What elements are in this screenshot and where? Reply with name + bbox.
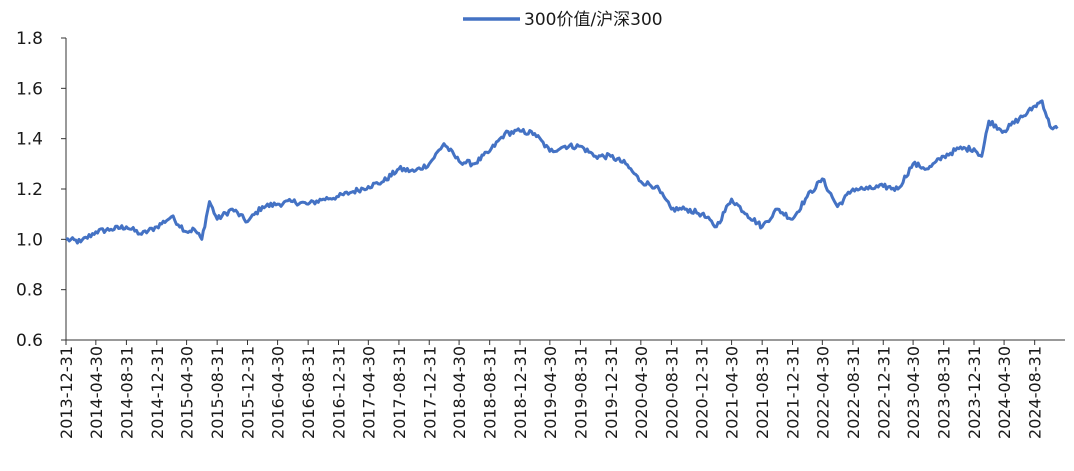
x-axis-ticks: 2013-12-31 2014-04-30 2014-08-31 2014-12-31… [57, 340, 1045, 439]
y-tick-label: 1.8 [16, 29, 43, 49]
x-tick-label: 2023-08-31 [935, 346, 954, 439]
x-tick-label: 2018-08-31 [481, 346, 500, 439]
y-tick-label: 0.8 [16, 281, 43, 301]
x-tick-label: 2014-12-31 [148, 346, 167, 439]
x-tick-label: 2016-12-31 [329, 346, 348, 439]
legend: 300价值/沪深300 [463, 10, 663, 30]
x-tick-label: 2022-04-30 [813, 346, 832, 439]
x-tick-label: 2016-04-30 [269, 346, 288, 439]
series-line [65, 99, 1059, 245]
x-tick-label: 2020-08-31 [662, 346, 681, 439]
y-tick-label: 0.6 [16, 331, 43, 351]
x-tick-label: 2013-12-31 [57, 346, 76, 439]
x-tick-label: 2017-12-31 [420, 346, 439, 439]
x-tick-label: 2021-12-31 [784, 346, 803, 439]
x-tick-label: 2018-12-31 [511, 346, 530, 439]
y-tick-label: 1.2 [16, 180, 43, 200]
x-tick-label: 2019-04-30 [541, 346, 560, 439]
x-tick-label: 2023-12-31 [965, 346, 984, 439]
x-tick-label: 2020-04-30 [632, 346, 651, 439]
x-tick-label: 2024-08-31 [1026, 346, 1045, 439]
y-tick-label: 1.0 [16, 230, 43, 250]
x-tick-label: 2021-04-30 [723, 346, 742, 439]
x-tick-label: 2023-04-30 [904, 346, 923, 439]
x-tick-label: 2018-04-30 [450, 346, 469, 439]
y-tick-label: 1.6 [16, 79, 43, 99]
x-tick-label: 2015-12-31 [239, 346, 258, 439]
x-tick-label: 2020-12-31 [693, 346, 712, 439]
x-tick-label: 2024-04-30 [995, 346, 1014, 439]
y-tick-label: 1.4 [16, 130, 43, 150]
x-tick-label: 2014-04-30 [87, 346, 106, 439]
x-tick-label: 2019-12-31 [602, 346, 621, 439]
series-layer [65, 99, 1059, 245]
x-tick-label: 2014-08-31 [117, 346, 136, 439]
x-tick-label: 2016-08-31 [299, 346, 318, 439]
x-tick-label: 2015-04-30 [178, 346, 197, 439]
axes [65, 38, 1065, 341]
x-tick-label: 2022-12-31 [874, 346, 893, 439]
x-tick-label: 2015-08-31 [208, 346, 227, 439]
y-axis-ticks: 0.6 0.8 1.0 1.2 1.4 1.6 1.8 [16, 29, 66, 351]
x-tick-label: 2021-08-31 [753, 346, 772, 439]
x-tick-label: 2017-04-30 [359, 346, 378, 439]
legend-label: 300价值/沪深300 [524, 10, 663, 30]
x-tick-label: 2017-08-31 [390, 346, 409, 439]
x-tick-label: 2019-08-31 [571, 346, 590, 439]
x-tick-label: 2022-08-31 [844, 346, 863, 439]
